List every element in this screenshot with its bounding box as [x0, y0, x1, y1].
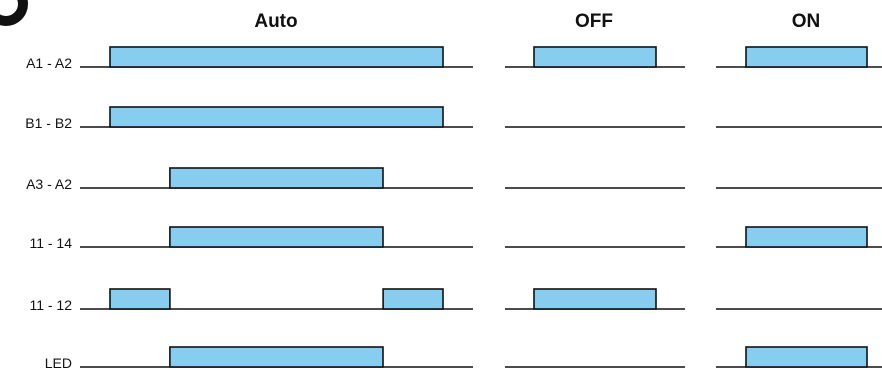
signal-label: 11 - 12	[29, 297, 72, 313]
signal-label: A1 - A2	[26, 55, 72, 71]
pulse-auto	[169, 167, 384, 189]
pulse-off	[533, 46, 657, 68]
pulse-auto	[169, 226, 384, 248]
signal-rows: A1 - A2 B1 - B2 A3 - A2 11 - 14 11 - 12 LED	[25, 46, 882, 371]
pulse-on	[745, 46, 868, 68]
signal-label: LED	[45, 355, 72, 371]
signal-label: B1 - B2	[25, 115, 72, 131]
mode-label-on: ON	[792, 11, 821, 32]
pulse-auto	[382, 288, 444, 310]
mode-label-auto: Auto	[254, 11, 297, 32]
pulse-on	[745, 226, 868, 248]
signal-row: LED	[45, 346, 882, 371]
pulse-auto	[109, 288, 171, 310]
signal-row: 11 - 14	[29, 226, 882, 251]
pulse-off	[533, 288, 657, 310]
mode-label-off: OFF	[575, 11, 613, 32]
pulse-on	[745, 346, 868, 368]
signal-label: A3 - A2	[26, 176, 72, 192]
signal-row: 11 - 12	[29, 288, 882, 313]
pulse-auto	[169, 346, 384, 368]
corner-badge-icon	[0, 0, 28, 26]
pulse-auto	[109, 46, 444, 68]
signal-row: A3 - A2	[26, 167, 882, 192]
signal-row: B1 - B2	[25, 106, 882, 131]
signal-row: A1 - A2	[26, 46, 882, 71]
signal-label: 11 - 14	[29, 235, 72, 251]
pulse-auto	[109, 106, 444, 128]
